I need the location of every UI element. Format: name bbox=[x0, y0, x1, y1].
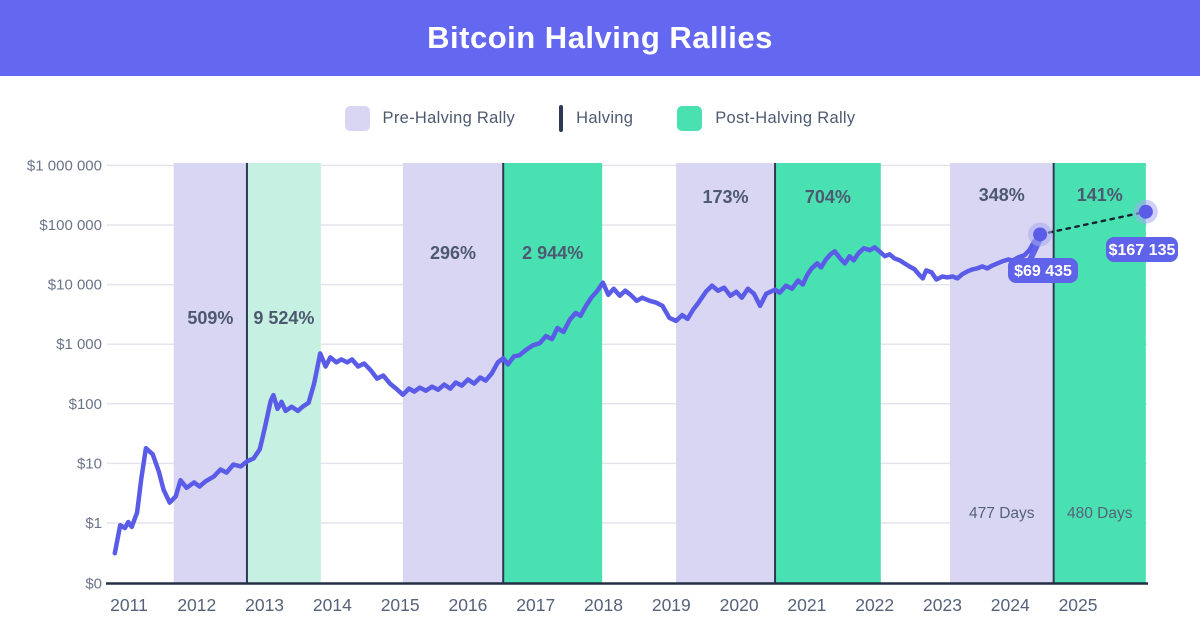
post-halving-swatch-icon bbox=[677, 105, 703, 131]
post-gain-label: 141% bbox=[1077, 185, 1123, 205]
legend-label-halving: Halving bbox=[576, 108, 634, 127]
y-tick-label: $1 bbox=[85, 515, 102, 532]
legend-item-post-halving: Post-Halving Rally bbox=[677, 105, 856, 131]
post-halving-band bbox=[503, 163, 603, 584]
x-tick-label: 2018 bbox=[584, 595, 623, 615]
halving-line-swatch-icon bbox=[559, 104, 564, 132]
pre-halving-band bbox=[676, 163, 776, 584]
pre-gain-label: 348% bbox=[979, 185, 1025, 205]
x-tick-label: 2019 bbox=[652, 595, 691, 615]
price-badge bbox=[1106, 237, 1178, 262]
price-badge-label: $69 435 bbox=[1014, 263, 1072, 280]
legend-item-pre-halving: Pre-Halving Rally bbox=[344, 105, 516, 131]
post-halving-band bbox=[1053, 163, 1146, 584]
post-halving-band bbox=[246, 163, 321, 584]
post-gain-label: 2 944% bbox=[522, 243, 583, 263]
x-tick-label: 2025 bbox=[1059, 595, 1098, 615]
legend-label-pre-halving: Pre-Halving Rally bbox=[382, 108, 516, 127]
price-dot bbox=[1033, 227, 1048, 242]
pre-halving-swatch-icon bbox=[344, 105, 370, 131]
title-bar: Bitcoin Halving Rallies bbox=[0, 0, 1200, 76]
y-tick-label: $10 bbox=[77, 455, 102, 472]
y-tick-label: $100 bbox=[69, 396, 102, 413]
x-tick-label: 2017 bbox=[516, 595, 555, 615]
post-gain-label: 704% bbox=[805, 187, 851, 207]
x-tick-label: 2016 bbox=[448, 595, 487, 615]
pre-halving-band bbox=[173, 163, 247, 584]
y-tick-label: $1 000 bbox=[56, 336, 102, 353]
post-halving-band bbox=[775, 163, 881, 584]
price-badge-label: $167 135 bbox=[1109, 242, 1176, 259]
y-tick-label: $100 000 bbox=[39, 217, 102, 234]
legend: Pre-Halving Rally Halving Post-Halving R… bbox=[0, 100, 1200, 136]
x-tick-label: 2013 bbox=[245, 595, 284, 615]
legend-label-post-halving: Post-Halving Rally bbox=[715, 108, 856, 127]
x-tick-label: 2011 bbox=[110, 595, 148, 615]
x-tick-label: 2014 bbox=[313, 595, 352, 615]
pre-gain-label: 173% bbox=[703, 187, 749, 207]
x-tick-label: 2024 bbox=[991, 595, 1030, 615]
pre-halving-band bbox=[402, 163, 504, 584]
y-tick-label: $0 bbox=[85, 576, 102, 593]
x-tick-label: 2012 bbox=[177, 595, 216, 615]
pre-days-label: 477 Days bbox=[969, 505, 1035, 522]
x-tick-label: 2021 bbox=[787, 595, 826, 615]
price-line bbox=[112, 232, 1043, 556]
x-tick-label: 2015 bbox=[381, 595, 420, 615]
y-tick-label: $1 000 000 bbox=[27, 157, 102, 174]
legend-item-halving: Halving bbox=[559, 104, 634, 132]
post-gain-label: 9 524% bbox=[253, 308, 314, 328]
price-badge bbox=[1008, 258, 1078, 283]
post-days-label: 480 Days bbox=[1067, 505, 1133, 522]
x-tick-label: 2023 bbox=[923, 595, 962, 615]
page-title: Bitcoin Halving Rallies bbox=[427, 20, 773, 55]
y-tick-label: $10 000 bbox=[48, 277, 102, 294]
pre-gain-label: 296% bbox=[430, 243, 476, 263]
pre-gain-label: 509% bbox=[187, 308, 233, 328]
x-tick-label: 2022 bbox=[855, 595, 894, 615]
projection-line bbox=[1038, 210, 1148, 236]
price-dot bbox=[1138, 204, 1153, 219]
x-tick-label: 2020 bbox=[720, 595, 759, 615]
